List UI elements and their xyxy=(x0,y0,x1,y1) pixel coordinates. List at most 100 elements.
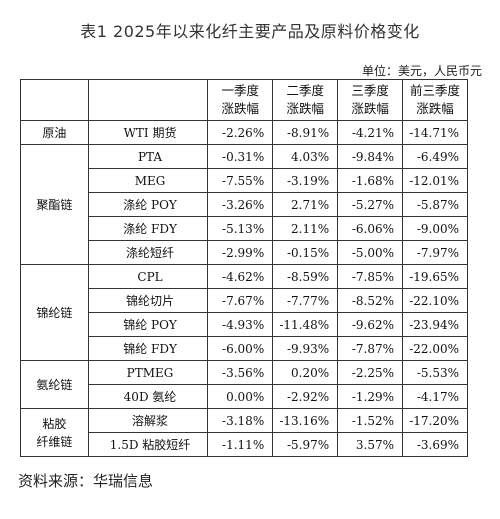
q1-3-cell: -5.53% xyxy=(402,360,468,385)
header-empty-group xyxy=(20,79,89,121)
q1-3-cell: -7.97% xyxy=(402,240,468,265)
product-cell: PTA xyxy=(87,144,209,169)
q3-cell: -1.29% xyxy=(337,384,404,409)
q1-3-cell: -9.00% xyxy=(402,216,468,241)
table-row: 原油 WTI 期货 -2.26% -8.91% -4.21% -14.71% xyxy=(20,120,468,145)
q1-3-cell: -17.20% xyxy=(402,408,468,433)
product-cell: 锦纶 FDY xyxy=(87,336,209,361)
q1-cell: -0.31% xyxy=(207,144,274,169)
q2-cell: -2.92% xyxy=(272,384,339,409)
q2-cell: -7.77% xyxy=(272,288,339,313)
product-cell: 溶解浆 xyxy=(87,408,209,433)
price-change-table: 一季度 涨跌幅 二季度 涨跌幅 三季度 涨跌幅 前三季度 涨跌幅 原油 WTI 期货 -2.… xyxy=(20,79,468,457)
product-cell: 锦纶 POY xyxy=(87,312,209,337)
header-q3: 三季度 涨跌幅 xyxy=(337,79,404,121)
table-row: 锦纶 FDY -6.00% -9.93% -7.87% -22.00% xyxy=(21,336,468,361)
q3-cell: -2.25% xyxy=(337,360,404,385)
product-cell: MEG xyxy=(87,168,209,193)
q1-cell: -6.00% xyxy=(207,336,274,361)
q1-3-cell: -14.71% xyxy=(402,120,468,145)
q2-cell: -0.15% xyxy=(272,240,339,265)
q1-3-cell: -22.00% xyxy=(402,336,468,361)
table-row: 锦纶链 CPL -4.62% -8.59% -7.85% -19.65% xyxy=(20,264,468,361)
q1-3-cell: -5.87% xyxy=(402,192,468,217)
group-label: 锦纶链 xyxy=(20,264,89,361)
q1-cell: -3.18% xyxy=(207,408,274,433)
q2-cell: -9.93% xyxy=(272,336,339,361)
q3-cell: -8.52% xyxy=(337,288,404,313)
q3-cell: -7.87% xyxy=(337,336,404,361)
q1-cell: -7.55% xyxy=(207,168,274,193)
q3-cell: 3.57% xyxy=(337,432,404,457)
q3-cell: -7.85% xyxy=(337,264,404,289)
header-empty-product xyxy=(87,79,209,121)
q1-cell: -1.11% xyxy=(207,432,274,457)
q2-cell: 4.03% xyxy=(272,144,339,169)
group-label: 聚酯链 xyxy=(20,144,89,265)
q1-cell: -2.26% xyxy=(207,120,274,145)
q1-3-cell: -6.49% xyxy=(402,144,468,169)
product-cell: 锦纶切片 xyxy=(87,288,209,313)
q3-cell: -9.62% xyxy=(337,312,404,337)
q3-cell: -4.21% xyxy=(337,120,404,145)
q1-3-cell: -12.01% xyxy=(402,168,468,193)
q1-cell: -4.93% xyxy=(207,312,274,337)
q3-cell: -6.06% xyxy=(337,216,404,241)
q2-cell: 0.20% xyxy=(272,360,339,385)
group-label: 氨纶链 xyxy=(20,360,89,409)
q2-cell: -8.91% xyxy=(272,120,339,145)
q1-cell: -3.56% xyxy=(207,360,274,385)
table-row: 40D 氨纶 0.00% -2.92% -1.29% -4.17% xyxy=(21,384,468,409)
product-cell: 涤纶 FDY xyxy=(87,216,209,241)
q1-cell: -5.13% xyxy=(207,216,274,241)
q1-cell: -4.62% xyxy=(207,264,274,289)
product-cell: PTMEG xyxy=(87,360,209,385)
q2-cell: 2.71% xyxy=(272,192,339,217)
header-q2: 二季度 涨跌幅 xyxy=(272,79,339,121)
table-row: 锦纶 POY -4.93% -11.48% -9.62% -23.94% xyxy=(21,312,468,337)
q1-cell: -7.67% xyxy=(207,288,274,313)
q3-cell: -5.00% xyxy=(337,240,404,265)
table-row: 1.5D 粘胶短纤 -1.11% -5.97% 3.57% -3.69% xyxy=(21,432,468,457)
q3-cell: -5.27% xyxy=(337,192,404,217)
product-cell: 涤纶 POY xyxy=(87,192,209,217)
q1-3-cell: -23.94% xyxy=(402,312,468,337)
product-cell: 涤纶短纤 xyxy=(87,240,209,265)
q1-cell: -3.26% xyxy=(207,192,274,217)
q2-cell: -13.16% xyxy=(272,408,339,433)
q1-3-cell: -22.10% xyxy=(402,288,468,313)
q3-cell: -1.68% xyxy=(337,168,404,193)
header-q1: 一季度 涨跌幅 xyxy=(207,79,274,121)
table-row: 涤纶短纤 -2.99% -0.15% -5.00% -7.97% xyxy=(21,240,468,265)
product-cell: WTI 期货 xyxy=(87,120,209,145)
q3-cell: -1.52% xyxy=(337,408,404,433)
q2-cell: 2.11% xyxy=(272,216,339,241)
q1-3-cell: -3.69% xyxy=(402,432,468,457)
table-title: 表1 2025年以来化纤主要产品及原料价格变化 xyxy=(80,22,420,41)
product-cell: 1.5D 粘胶短纤 xyxy=(87,432,209,457)
group-label: 原油 xyxy=(20,120,89,145)
header-row: 一季度 涨跌幅 二季度 涨跌幅 三季度 涨跌幅 前三季度 涨跌幅 xyxy=(20,79,468,121)
q1-cell: 0.00% xyxy=(207,384,274,409)
q2-cell: -11.48% xyxy=(272,312,339,337)
header-q1-3: 前三季度 涨跌幅 xyxy=(402,79,468,121)
q2-cell: -3.19% xyxy=(272,168,339,193)
table-row: 聚酯链 PTA -0.31% 4.03% -9.84% -6.49% xyxy=(20,144,468,265)
group-label: 粘胶 纤维链 xyxy=(20,408,89,457)
q2-cell: -8.59% xyxy=(272,264,339,289)
q3-cell: -9.84% xyxy=(337,144,404,169)
product-cell: CPL xyxy=(87,264,209,289)
q1-3-cell: -4.17% xyxy=(402,384,468,409)
table-row: 涤纶 POY -3.26% 2.71% -5.27% -5.87% xyxy=(21,192,468,217)
source-note: 资料来源：华瑞信息 xyxy=(18,472,154,490)
table-body: 原油 WTI 期货 -2.26% -8.91% -4.21% -14.71% 聚酯链 PTA -… xyxy=(20,120,468,457)
table-row: 锦纶切片 -7.67% -7.77% -8.52% -22.10% xyxy=(21,288,468,313)
unit-note: 单位：美元，人民币元 xyxy=(361,64,482,78)
q1-cell: -2.99% xyxy=(207,240,274,265)
table-row: 粘胶 纤维链 溶解浆 -3.18% -13.16% -1.52% -17.20% xyxy=(20,408,468,457)
table-row: 氨纶链 PTMEG -3.56% 0.20% -2.25% -5.53% xyxy=(20,360,468,409)
table-row: MEG -7.55% -3.19% -1.68% -12.01% xyxy=(21,168,468,193)
table-row: 涤纶 FDY -5.13% 2.11% -6.06% -9.00% xyxy=(21,216,468,241)
q2-cell: -5.97% xyxy=(272,432,339,457)
q1-3-cell: -19.65% xyxy=(402,264,468,289)
